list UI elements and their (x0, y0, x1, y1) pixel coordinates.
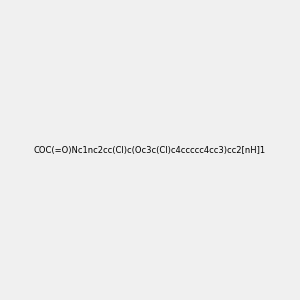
Text: COC(=O)Nc1nc2cc(Cl)c(Oc3c(Cl)c4ccccc4cc3)cc2[nH]1: COC(=O)Nc1nc2cc(Cl)c(Oc3c(Cl)c4ccccc4cc3… (34, 146, 266, 154)
